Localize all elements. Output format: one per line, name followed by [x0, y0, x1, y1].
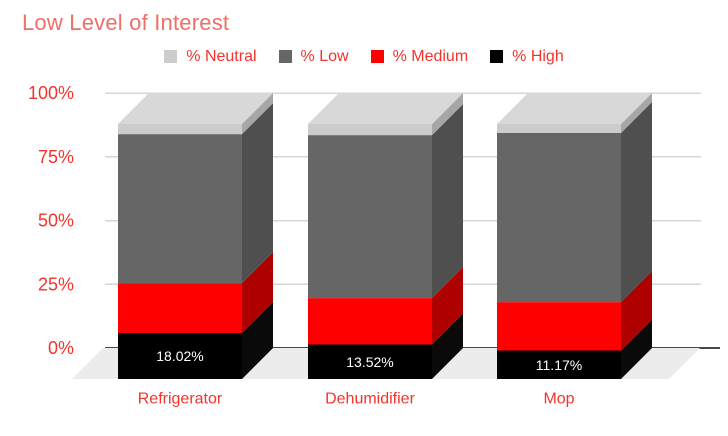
- bar-data-label: 11.17%: [536, 357, 582, 373]
- y-tick-label: 25%: [38, 274, 74, 294]
- bar-segment-side: [621, 271, 652, 351]
- y-tick-label: 75%: [38, 147, 74, 167]
- legend-item: % Neutral: [164, 48, 257, 65]
- legend-swatch-icon: [164, 50, 178, 63]
- bar-segment-front: [118, 283, 242, 334]
- bar-segment-front: [497, 302, 621, 351]
- bar-segment-front: [308, 124, 432, 136]
- bar-segment-front: [308, 344, 432, 379]
- legend-label: % Medium: [392, 48, 469, 65]
- bar-segment-front: [118, 134, 242, 284]
- bar-segment-side: [621, 93, 652, 134]
- bar-segment-side: [432, 313, 463, 379]
- bar-top-face: [497, 93, 652, 124]
- legend-swatch-icon: [278, 50, 292, 63]
- legend-label: % Neutral: [186, 48, 257, 65]
- x-category-label: Mop: [543, 391, 574, 408]
- bar-top-face: [308, 93, 463, 124]
- bar-segment-front: [118, 124, 242, 135]
- legend-swatch-icon: [370, 50, 384, 63]
- legend-label: % High: [512, 48, 564, 65]
- bar-segment-side: [242, 93, 273, 135]
- legend-item: % High: [490, 48, 564, 65]
- bar-segment-side: [242, 302, 273, 379]
- bar-segment-front: [497, 124, 621, 134]
- legend-swatch-icon: [490, 50, 504, 63]
- bar-segment-side: [621, 319, 652, 379]
- bar-segment-front: [497, 133, 621, 303]
- bar-segment-front: [497, 350, 621, 379]
- legend-item: % Medium: [370, 48, 469, 65]
- chart-legend: % Neutral % Low % Medium % High: [0, 48, 728, 65]
- bar-segment-side: [242, 103, 273, 284]
- bar-data-label: 13.52%: [346, 354, 393, 370]
- y-tick-label: 100%: [28, 83, 74, 103]
- bar-top-face: [118, 93, 273, 124]
- legend-item: % Low: [278, 48, 349, 65]
- bar-segment-front: [308, 298, 432, 345]
- bar-segment-front: [308, 135, 432, 299]
- chart-title: Low Level of Interest: [22, 10, 230, 35]
- bar-data-label: 18.02%: [156, 348, 203, 364]
- x-category-label: Refrigerator: [138, 391, 223, 408]
- bar-segment-side: [432, 267, 463, 345]
- legend-label: % Low: [300, 48, 349, 65]
- y-tick-label: 0%: [48, 338, 74, 358]
- bar-segment-side: [432, 93, 463, 136]
- bar-segment-front: [118, 333, 242, 379]
- x-category-label: Dehumidifier: [325, 391, 415, 408]
- bar-segment-side: [432, 104, 463, 299]
- y-tick-label: 50%: [38, 211, 74, 231]
- bar-segment-side: [242, 252, 273, 334]
- bar-segment-side: [621, 102, 652, 303]
